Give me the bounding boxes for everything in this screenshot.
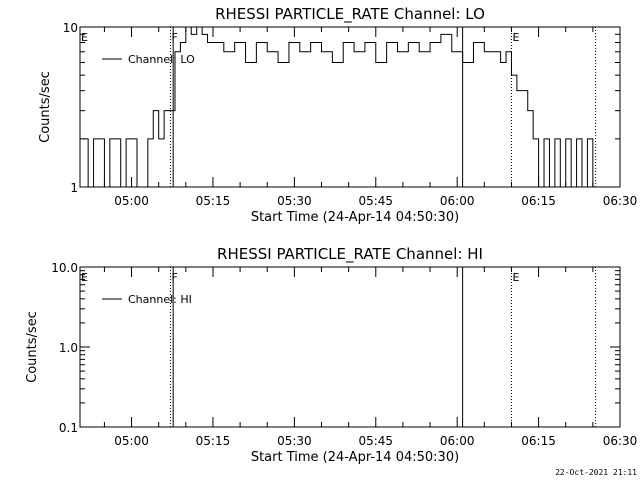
- plot-frame: [79, 266, 621, 428]
- y-axis-label: Counts/sec: [38, 71, 53, 143]
- y-tick-label: 10: [63, 21, 78, 35]
- lo-channel-panel: RHESSI PARTICLE_RATE Channel: LO 05:00 05:…: [38, 5, 637, 225]
- x-tick-label: 06:15: [521, 194, 556, 208]
- x-tick-label: 05:00: [114, 194, 149, 208]
- legend-entry: Channel: HI: [128, 293, 192, 306]
- event-marker-label: F: [171, 31, 177, 44]
- x-tick-label: 05:45: [358, 434, 393, 448]
- chart-title: RHESSI PARTICLE_RATE Channel: LO: [215, 5, 485, 24]
- event-marker-label: F: [171, 271, 177, 284]
- y-axis-label: Counts/sec: [25, 311, 40, 383]
- x-tick-label: 05:45: [358, 194, 393, 208]
- y-tick-label: 1: [70, 181, 78, 195]
- series-line-channel-lo: [82, 26, 594, 188]
- x-axis-label: Start Time (24-Apr-14 04:50:30): [251, 210, 459, 225]
- event-marker-label: E: [81, 271, 88, 284]
- x-tick-label: 06:00: [440, 434, 475, 448]
- x-tick-label: 06:00: [440, 194, 475, 208]
- x-tick-label: 05:00: [114, 434, 149, 448]
- legend-entry: Channel: LO: [128, 53, 195, 66]
- hi-channel-panel: RHESSI PARTICLE_RATE Channel: HI 05:00 05:…: [25, 245, 637, 465]
- event-marker-label: E: [512, 31, 519, 44]
- event-marker-label: E: [512, 271, 519, 284]
- x-tick-label: 05:15: [196, 434, 231, 448]
- x-tick-label: 05:30: [277, 434, 312, 448]
- plot-frame: [79, 26, 621, 188]
- y-tick-label: 1.0: [59, 341, 78, 355]
- x-tick-label: 05:15: [196, 194, 231, 208]
- x-axis-label: Start Time (24-Apr-14 04:50:30): [251, 450, 459, 465]
- x-tick-label: 05:30: [277, 194, 312, 208]
- y-tick-label: 10.0: [51, 261, 78, 275]
- x-tick-label: 06:30: [603, 194, 638, 208]
- event-marker-label: E: [81, 31, 88, 44]
- x-tick-label: 06:30: [603, 434, 638, 448]
- y-tick-label: 0.1: [59, 421, 78, 435]
- chart-title: RHESSI PARTICLE_RATE Channel: HI: [217, 245, 483, 264]
- footer-timestamp: 22-Oct-2021 21:11: [555, 468, 637, 477]
- x-tick-label: 06:15: [521, 434, 556, 448]
